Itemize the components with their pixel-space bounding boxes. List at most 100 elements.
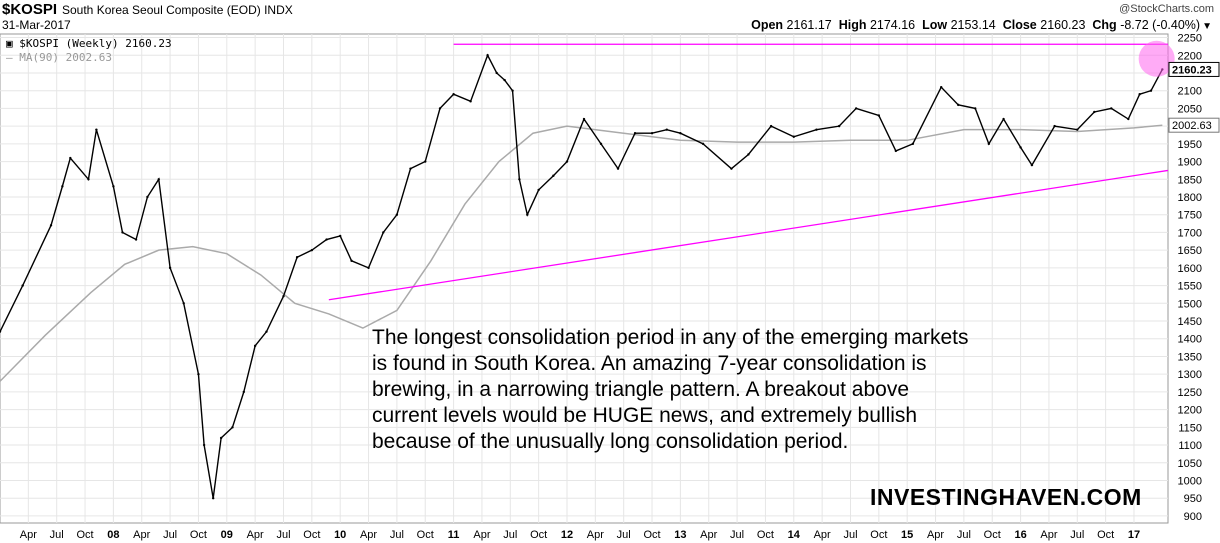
price-point [815, 128, 818, 131]
price-line [0, 53, 1163, 499]
x-tick-label: Oct [190, 529, 207, 541]
price-point [1019, 146, 1022, 149]
ma-line [0, 124, 1163, 382]
x-tick-label: Oct [417, 529, 434, 541]
y-tick-label: 2200 [1178, 50, 1202, 62]
price-point [769, 124, 773, 128]
price-point [518, 178, 521, 181]
x-tick-label: Apr [473, 529, 490, 541]
x-tick-label: Jul [957, 529, 971, 541]
x-tick-label: 17 [1128, 529, 1140, 541]
y-tick-label: 1500 [1178, 298, 1202, 310]
price-point [1093, 110, 1096, 114]
chg-label: Chg [1092, 18, 1117, 32]
price-point [202, 443, 206, 447]
price-point [792, 135, 795, 138]
price-point [1053, 124, 1056, 128]
x-tick-label: Oct [76, 529, 93, 541]
price-point [701, 142, 705, 146]
x-tick-label: Apr [20, 529, 37, 541]
y-tick-label: 1750 [1178, 210, 1202, 222]
y-tick-label: 1800 [1178, 192, 1202, 204]
x-tick-label: Oct [530, 529, 547, 541]
price-point [350, 259, 353, 262]
x-tick-label: Oct [303, 529, 320, 541]
price-point [974, 107, 977, 110]
chevron-down-icon[interactable]: ▼ [1202, 21, 1212, 32]
last-value-box [1168, 117, 1220, 133]
price-point [231, 426, 234, 429]
price-point [665, 128, 668, 131]
high-value: 2174.16 [869, 18, 916, 32]
x-tick-label: 15 [901, 529, 913, 541]
symbol-title: $KOSPI [2, 1, 58, 18]
price-point [242, 390, 246, 394]
y-tick-label: 1450 [1178, 316, 1202, 328]
brand-label[interactable]: @StockCharts.com [1119, 3, 1214, 15]
x-tick-label: Jul [390, 529, 404, 541]
x-tick-label: Jul [843, 529, 857, 541]
price-point [182, 302, 185, 305]
price-point [49, 224, 53, 227]
breakout-highlight [1138, 40, 1175, 77]
price-point [121, 231, 124, 234]
y-tick-label: 1550 [1178, 281, 1202, 293]
x-tick-label: Jul [163, 529, 177, 541]
price-point [211, 496, 215, 500]
last-value-label: 2002.63 [1172, 120, 1212, 132]
y-tick-label: 1100 [1178, 440, 1202, 452]
last-value-box [1168, 61, 1220, 77]
price-point [469, 100, 472, 103]
price-point [526, 213, 529, 216]
x-tick-label: 10 [334, 529, 346, 541]
x-tick-label: Apr [700, 529, 717, 541]
price-point [219, 436, 223, 440]
price-point [382, 231, 385, 234]
price-point [21, 284, 24, 287]
x-tick-label: Apr [814, 529, 831, 541]
x-tick-label: 13 [674, 529, 686, 541]
y-tick-label: 1650 [1178, 245, 1202, 257]
y-tick-label: 1000 [1178, 475, 1202, 487]
price-point [511, 89, 514, 92]
x-tick-label: Oct [757, 529, 774, 541]
low-value: 2153.14 [950, 18, 996, 32]
x-tick-label: Jul [276, 529, 290, 541]
x-tick-label: Jul [730, 529, 744, 541]
price-point [911, 142, 915, 146]
price-point [486, 54, 489, 57]
price-point [837, 124, 841, 128]
price-point [395, 213, 399, 216]
price-point [1127, 117, 1130, 121]
x-tick-label: Apr [927, 529, 944, 541]
y-tick-label: 1350 [1178, 351, 1202, 363]
annotation-text: The longest consolidation period in any … [372, 326, 969, 453]
y-tick-label: 1400 [1178, 334, 1202, 346]
chart-date: 31-Mar-2017 [2, 18, 71, 32]
y-tick-label: 1950 [1178, 139, 1202, 151]
price-point [295, 256, 299, 259]
price-point [61, 185, 64, 188]
x-tick-label: 11 [448, 529, 460, 541]
price-point [495, 71, 498, 75]
price-point [987, 142, 991, 146]
x-tick-label: Apr [247, 529, 264, 541]
price-point [1149, 89, 1153, 92]
price-point [282, 295, 285, 298]
y-tick-label: 1150 [1178, 422, 1202, 434]
x-tick-label: Jul [617, 529, 631, 541]
price-point [877, 114, 881, 117]
price-point [157, 178, 160, 181]
price-point [265, 330, 268, 333]
price-point [112, 185, 115, 188]
price-point [537, 188, 540, 192]
price-point [503, 78, 506, 82]
symbol-description: South Korea Seoul Composite (EOD) INDX [62, 3, 293, 17]
x-tick-label: Oct [643, 529, 660, 541]
close-value: 2160.23 [1040, 18, 1086, 32]
y-tick-label: 1900 [1178, 157, 1202, 169]
legend-ma: — MA(90) 2002.63 [6, 51, 112, 64]
price-point [146, 195, 149, 199]
price-point [616, 167, 620, 170]
